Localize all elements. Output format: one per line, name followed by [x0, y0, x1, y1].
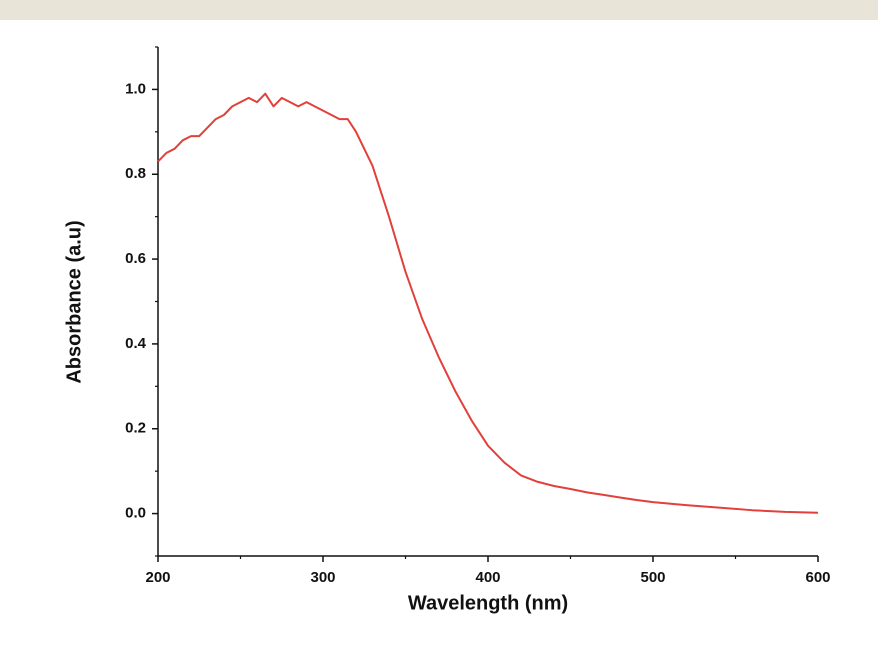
x-tick-label: 200	[145, 569, 170, 586]
y-tick-label: 0.2	[125, 420, 146, 437]
y-tick-label: 0.8	[125, 165, 146, 182]
y-tick-label: 0.4	[125, 335, 147, 352]
y-tick-label: 1.0	[125, 80, 146, 97]
x-axis-title: Wavelength (nm)	[408, 592, 568, 614]
y-tick-label: 0.0	[125, 505, 146, 522]
x-tick-label: 600	[805, 569, 830, 586]
x-tick-label: 300	[310, 569, 335, 586]
y-axis-title: Absorbance (a.u)	[63, 220, 85, 383]
x-tick-label: 400	[475, 569, 500, 586]
data-line	[157, 92, 819, 514]
x-tick-label: 500	[640, 569, 665, 586]
top-band	[0, 0, 878, 20]
y-tick-label: 0.6	[125, 250, 146, 267]
